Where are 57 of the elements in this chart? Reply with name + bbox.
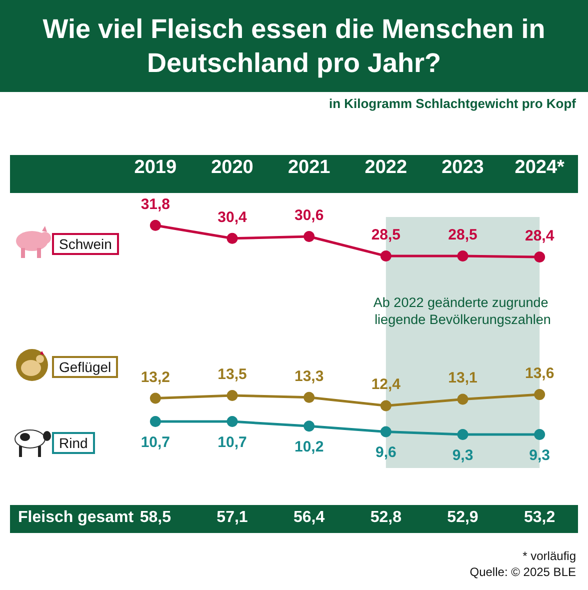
data-label: 30,6 (294, 207, 324, 224)
text: 57,1 (216, 509, 249, 527)
text: Schwein (52, 233, 119, 256)
text: Fleisch gesamt (18, 509, 134, 527)
x-tick-label: 2019 (134, 157, 177, 178)
text: 56,4 (292, 509, 326, 527)
chart-title: Wie viel Fleisch essen die Menschen in Deutschland pro Jahr? (0, 0, 588, 92)
point (534, 389, 546, 400)
point (380, 250, 392, 262)
point (150, 220, 161, 231)
x-tick-label: 2020 (211, 157, 254, 178)
chart-subtitle: in Kilogramm Schlachtgewicht pro Kopf (328, 96, 576, 111)
data-label: 13,3 (294, 368, 324, 385)
legend-label: Geflügel (52, 356, 118, 378)
data-label: 13,5 (218, 366, 247, 383)
data-label: 9,3 (529, 447, 550, 464)
data-label: 13,6 (524, 365, 554, 382)
data-label: 13,1 (448, 370, 478, 387)
x-tick-label: 2023 (442, 157, 484, 178)
x-tick-label: 2021 (288, 157, 331, 178)
point (457, 394, 468, 405)
data-label: 10,7 (218, 434, 247, 452)
point (150, 392, 161, 404)
point (226, 390, 238, 401)
x-tick-label: 2024* (514, 157, 566, 178)
data-label: 28,4 (524, 227, 555, 244)
data-label: 9,3 (452, 447, 474, 464)
data-label: 28,5 (448, 226, 478, 244)
data-label: 9,6 (375, 444, 396, 462)
text: 52,9 (446, 509, 480, 527)
data-label: 10,2 (294, 438, 324, 456)
data-label: 12,4 (371, 376, 402, 394)
data-label: 28,5 (371, 226, 401, 244)
data-label: 10,7 (140, 434, 170, 452)
point (457, 429, 468, 440)
point (457, 250, 468, 262)
data-label: 31,8 (140, 196, 170, 213)
text: 52,8 (369, 509, 402, 527)
text: 58,5 (140, 509, 171, 526)
source-note: Quelle: © 2025 BLE (470, 564, 576, 580)
point (304, 420, 315, 432)
band-label: Ab 2022 geänderte zugrunde liegende Bevölkerungszahlen (373, 295, 552, 327)
point (380, 400, 392, 412)
point (304, 392, 315, 403)
text: * vorläufig (522, 548, 576, 564)
point (226, 232, 238, 244)
point (534, 251, 546, 262)
point (226, 416, 238, 428)
text: 53,2 (523, 509, 556, 527)
text: Rind (52, 432, 95, 454)
point (534, 429, 546, 440)
x-tick-label: 2022 (364, 157, 408, 178)
data-label: 13,2 (140, 368, 170, 386)
point (304, 231, 315, 242)
point (150, 416, 161, 428)
point (380, 426, 392, 438)
data-label: 30,4 (218, 208, 248, 226)
